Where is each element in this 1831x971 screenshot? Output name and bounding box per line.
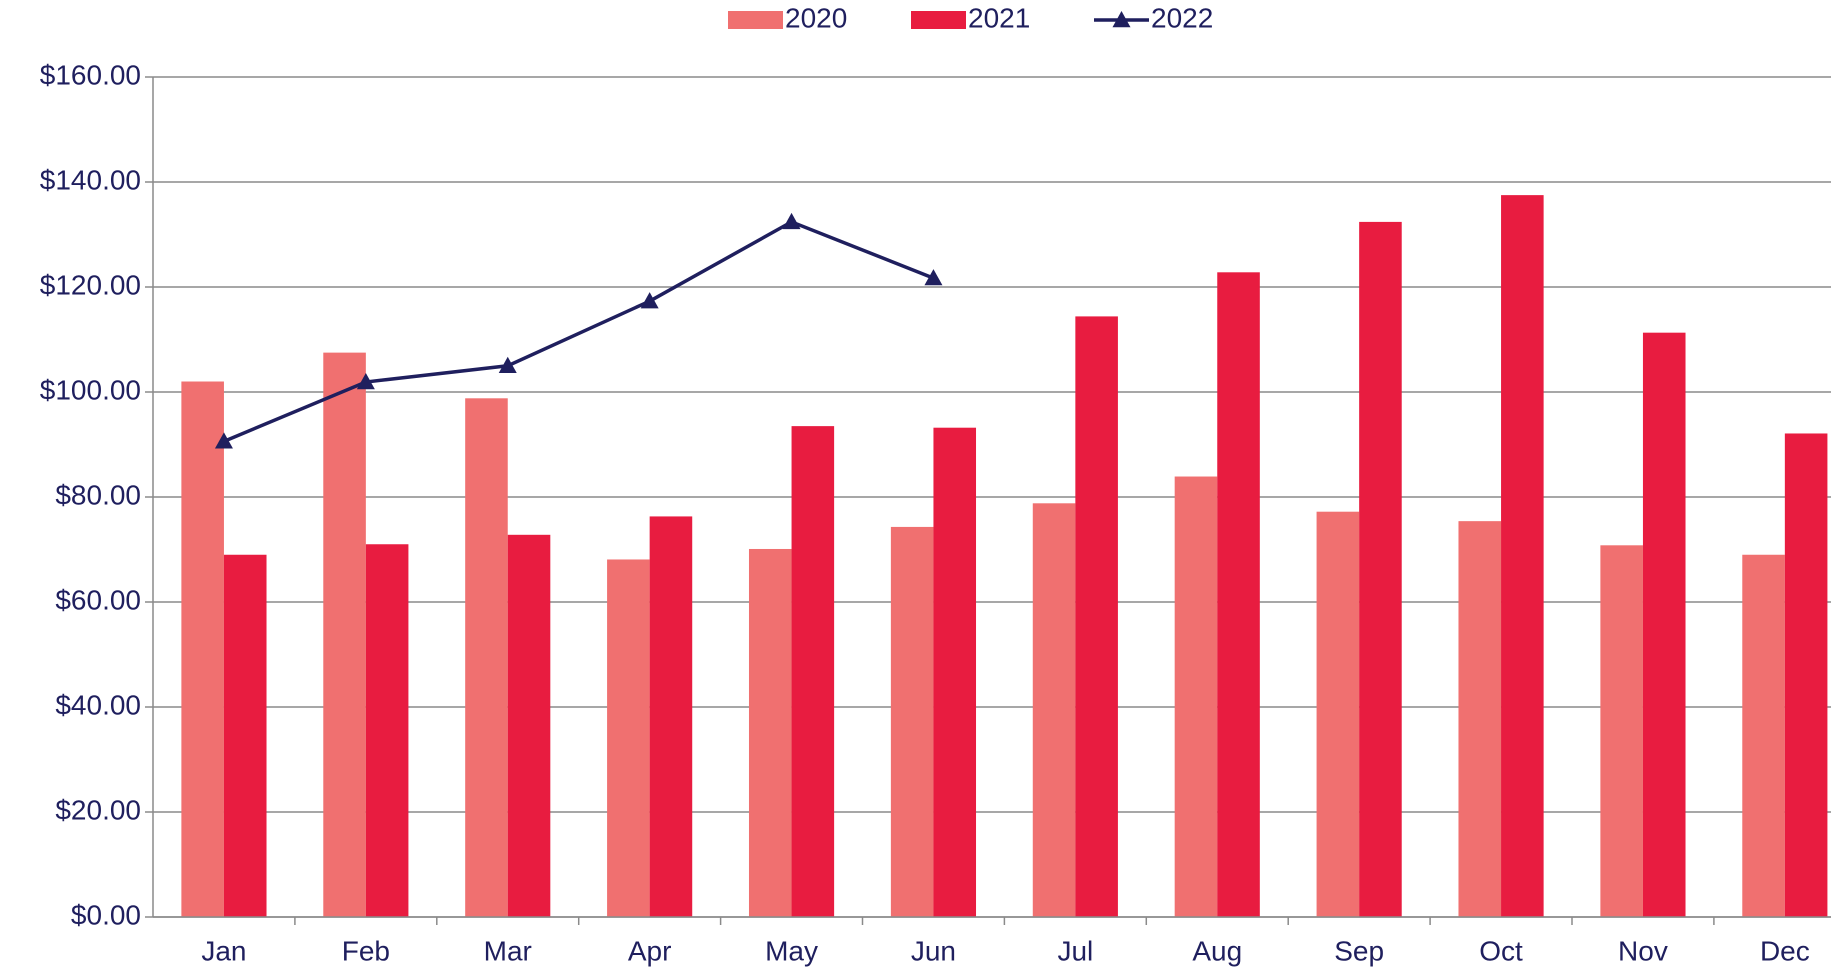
line-marker [782,212,801,230]
x-tick-label: May [765,935,818,966]
bar [791,426,835,917]
bar [1359,221,1402,917]
bar [1600,545,1643,917]
line-series [223,219,935,443]
x-tick-label: Apr [628,935,672,966]
line-marker [640,292,659,309]
bar [1032,503,1076,917]
y-tick-label: $120.00 [40,269,141,300]
bar [465,398,508,917]
bar [1642,332,1686,917]
legend-swatch [1112,11,1131,28]
bar [507,534,551,917]
x-tick-label: Sep [1334,935,1384,966]
x-tick-label: Dec [1760,935,1810,966]
bar [323,352,366,917]
bar [223,554,267,917]
plot-area [153,76,1831,925]
legend-label: 2020 [785,2,847,33]
line-marker [356,373,375,390]
bar [1501,195,1544,917]
bar [933,427,977,917]
x-tick-label: Jan [201,935,246,966]
line-marker [498,356,517,373]
line-marker [924,269,943,286]
y-tick-label: $100.00 [40,374,141,405]
y-tick-label: $0.00 [71,899,141,930]
y-tick-label: $140.00 [40,164,141,195]
y-tick-label: $20.00 [55,794,141,825]
bar [1316,511,1360,917]
bar [181,381,224,917]
bar [1784,433,1828,917]
y-tick-label: $60.00 [55,584,141,615]
line-marker [214,432,233,449]
x-tick-label: Feb [342,935,390,966]
bar [1742,554,1785,917]
x-tick-label: Aug [1192,935,1242,966]
y-tick-label: $80.00 [55,479,141,510]
y-tick-label: $160.00 [40,59,141,90]
y-tick-label: $40.00 [55,689,141,720]
bar [607,559,650,917]
bar [1217,272,1260,917]
legend-swatch [728,11,783,29]
bar [890,526,934,917]
x-tick-label: Jun [911,935,956,966]
x-tick-label: Oct [1479,935,1523,966]
x-tick-label: Mar [484,935,532,966]
bar [1174,476,1218,917]
legend-swatch [911,11,966,29]
bar [1458,521,1502,917]
legend-label: 2021 [968,2,1030,33]
bar [748,548,792,917]
bar [365,544,409,917]
x-tick-label: Nov [1618,935,1668,966]
x-tick-label: Jul [1057,935,1093,966]
bar [649,516,693,917]
legend-label: 2022 [1151,2,1213,33]
bar [1075,316,1118,917]
